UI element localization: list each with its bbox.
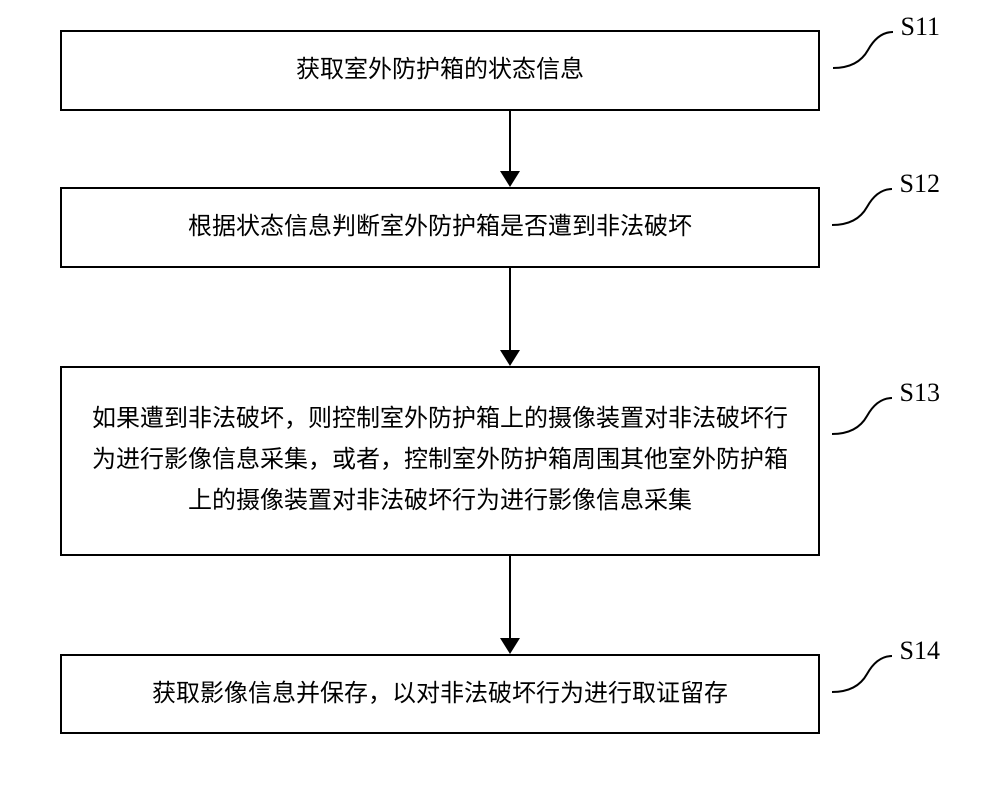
arrow-head-icon — [500, 350, 520, 366]
connector-curve-icon — [833, 30, 893, 70]
arrow-head-icon — [500, 638, 520, 654]
step-text-s12: 根据状态信息判断室外防护箱是否遭到非法破坏 — [188, 207, 692, 248]
step-label-s11: S11 — [901, 12, 941, 42]
label-connector-s13: S13 — [832, 396, 940, 436]
label-connector-s11: S11 — [833, 30, 941, 70]
step-box-s14: 获取影像信息并保存，以对非法破坏行为进行取证留存 — [60, 654, 820, 735]
connector-curve-icon — [832, 396, 892, 436]
step-row-s13: 如果遭到非法破坏，则控制室外防护箱上的摄像装置对非法破坏行为进行影像信息采集，或… — [40, 366, 960, 556]
arrow-line — [509, 111, 511, 171]
step-label-s13: S13 — [900, 378, 940, 408]
step-label-s12: S12 — [900, 169, 940, 199]
step-row-s12: 根据状态信息判断室外防护箱是否遭到非法破坏 S12 — [40, 187, 960, 268]
step-row-s14: 获取影像信息并保存，以对非法破坏行为进行取证留存 S14 — [40, 654, 960, 735]
arrow-line — [509, 268, 511, 350]
connector-curve-icon — [832, 654, 892, 694]
step-row-s11: 获取室外防护箱的状态信息 S11 — [40, 30, 960, 111]
label-connector-s12: S12 — [832, 187, 940, 227]
arrow-s13-s14 — [130, 556, 890, 654]
step-text-s13: 如果遭到非法破坏，则控制室外防护箱上的摄像装置对非法破坏行为进行影像信息采集，或… — [86, 399, 794, 521]
label-connector-s14: S14 — [832, 654, 940, 694]
connector-curve-icon — [832, 187, 892, 227]
arrow-s12-s13 — [130, 268, 890, 366]
step-box-s12: 根据状态信息判断室外防护箱是否遭到非法破坏 — [60, 187, 820, 268]
arrow-s11-s12 — [130, 111, 890, 187]
step-box-s11: 获取室外防护箱的状态信息 — [60, 30, 820, 111]
flowchart-container: 获取室外防护箱的状态信息 S11 根据状态信息判断室外防护箱是否遭到非法破坏 S… — [40, 30, 960, 734]
arrow-head-icon — [500, 171, 520, 187]
step-text-s14: 获取影像信息并保存，以对非法破坏行为进行取证留存 — [152, 674, 728, 715]
step-label-s14: S14 — [900, 636, 940, 666]
arrow-line — [509, 556, 511, 638]
step-text-s11: 获取室外防护箱的状态信息 — [296, 50, 584, 91]
step-box-s13: 如果遭到非法破坏，则控制室外防护箱上的摄像装置对非法破坏行为进行影像信息采集，或… — [60, 366, 820, 556]
